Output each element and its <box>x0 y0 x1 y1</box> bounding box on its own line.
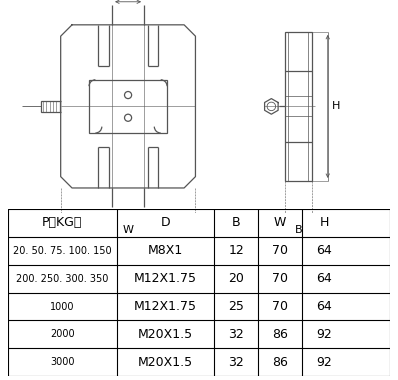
Bar <box>289 32 308 181</box>
Text: W: W <box>123 225 134 234</box>
Text: 64: 64 <box>316 272 332 285</box>
Text: 92: 92 <box>316 328 332 341</box>
Text: 92: 92 <box>316 356 332 369</box>
Text: 1000: 1000 <box>50 302 75 312</box>
Text: H: H <box>332 101 340 111</box>
Text: 2000: 2000 <box>50 329 75 339</box>
Text: 70: 70 <box>272 300 288 313</box>
Bar <box>285 32 312 181</box>
Text: 12: 12 <box>228 244 244 257</box>
Text: 3000: 3000 <box>50 357 75 367</box>
Text: D: D <box>161 217 170 230</box>
Text: 200. 250. 300. 350: 200. 250. 300. 350 <box>16 274 109 283</box>
Text: 64: 64 <box>316 300 332 313</box>
Text: M20X1.5: M20X1.5 <box>138 356 193 369</box>
Text: B: B <box>295 225 302 234</box>
Text: 20. 50. 75. 100. 150: 20. 50. 75. 100. 150 <box>13 246 112 256</box>
Text: M12X1.75: M12X1.75 <box>134 272 197 285</box>
Bar <box>41 101 60 112</box>
Text: 32: 32 <box>228 328 244 341</box>
Text: W: W <box>274 217 287 230</box>
Text: H: H <box>320 217 329 230</box>
Text: 86: 86 <box>272 356 288 369</box>
Text: 32: 32 <box>228 356 244 369</box>
Text: 25: 25 <box>228 300 244 313</box>
Text: 64: 64 <box>316 244 332 257</box>
Text: M12X1.75: M12X1.75 <box>134 300 197 313</box>
Text: 70: 70 <box>272 272 288 285</box>
Text: M20X1.5: M20X1.5 <box>138 328 193 341</box>
Text: M8X1: M8X1 <box>148 244 183 257</box>
Text: B: B <box>232 217 240 230</box>
Text: 20: 20 <box>228 272 244 285</box>
Text: 86: 86 <box>272 328 288 341</box>
Text: P（KG）: P（KG） <box>42 217 83 230</box>
Text: 70: 70 <box>272 244 288 257</box>
Bar <box>89 80 167 133</box>
